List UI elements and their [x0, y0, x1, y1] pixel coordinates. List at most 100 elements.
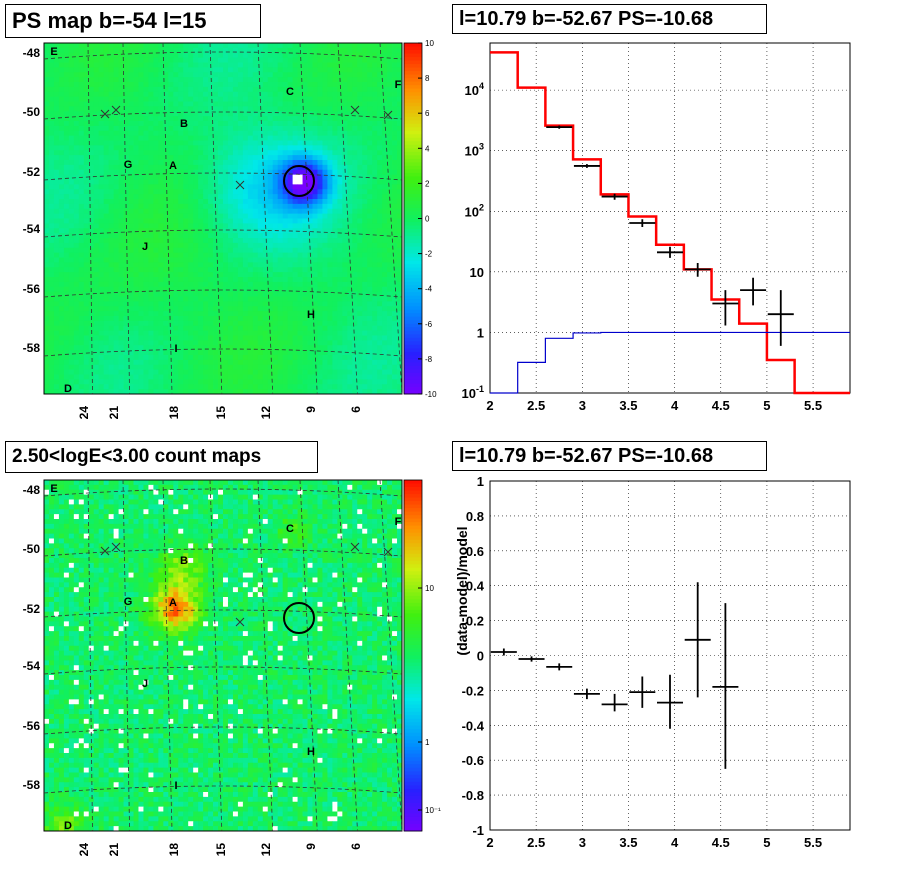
y-tick-label: 102 [465, 202, 484, 219]
x-tick-label: 5.5 [804, 835, 822, 850]
longitude-line [122, 42, 130, 395]
latitude-line [43, 289, 403, 298]
x-tick-label: 9 [304, 843, 318, 850]
y-tick-label: -58 [23, 341, 41, 355]
data-point [767, 290, 794, 346]
longitude-line [122, 479, 130, 832]
longitude-line [209, 42, 223, 395]
latitude-line [43, 548, 403, 557]
x-tick-label: 3.5 [619, 835, 637, 850]
y-tick-label: 0.8 [466, 509, 484, 524]
source-label-I: I [174, 780, 177, 792]
y-tick-label: -0.2 [462, 683, 484, 698]
longitude-line [299, 479, 318, 832]
colorbar-tick-label: -8 [425, 355, 433, 364]
plot-frame [489, 42, 851, 394]
x-tick-label: 12 [259, 843, 273, 857]
colorbar-tick-label: 2 [425, 179, 430, 188]
colorbar-tick-label: -10 [425, 390, 437, 399]
source-cross [111, 542, 121, 552]
histogram-series-0 [490, 51, 850, 395]
x-tick-label: 2.5 [527, 835, 545, 850]
y-tick-label: 1 [477, 474, 484, 489]
y-tick-label: 103 [465, 142, 484, 159]
longitude-line [162, 42, 173, 395]
colorbar-tick-label: 0 [425, 215, 430, 224]
source-cross [100, 546, 110, 556]
source-label-H: H [307, 309, 315, 321]
source-label-F: F [395, 516, 402, 528]
y-tick-label: -0.6 [462, 753, 484, 768]
x-tick-label: 2 [486, 835, 493, 850]
source-circle [283, 602, 315, 634]
x-tick-label: 12 [259, 406, 273, 420]
count-map-axes: -48 -50 -52 -54 -56 -58 24 21 18 15 12 9 6 [23, 483, 363, 856]
y-tick-label: 0.4 [466, 579, 485, 594]
colorbar-tick-label: -2 [425, 250, 433, 259]
data-point [657, 674, 683, 729]
latitude-line [43, 488, 403, 497]
source-label-G: G [124, 596, 133, 608]
source-label-E: E [50, 483, 57, 495]
x-tick-label: 18 [167, 406, 181, 420]
colorbar-frame [403, 479, 423, 832]
source-cross [235, 180, 245, 190]
data-point [712, 290, 739, 326]
x-tick-label: 3 [579, 835, 586, 850]
spectrum-panel: 2 2.5 3 3.5 4 4.5 5 5.5 10-1 1 10 102 103 104 [462, 42, 851, 413]
map-frame [43, 42, 403, 395]
x-tick-label: 9 [304, 406, 318, 413]
data-point [684, 582, 711, 698]
source-label-A: A [169, 160, 177, 172]
x-tick-label: 3 [579, 398, 586, 413]
source-label-E: E [50, 46, 57, 58]
x-tick-label: 24 [77, 406, 91, 420]
x-tick-label: 5.5 [804, 398, 822, 413]
x-tick-label: 15 [214, 406, 228, 420]
x-tick-label: 4 [671, 835, 679, 850]
source-cross [350, 105, 360, 115]
y-tick-label: -58 [23, 778, 41, 792]
ps-map-axes: -48 -50 -52 -54 -56 -58 24 21 18 15 12 9 6 [23, 46, 363, 419]
longitude-line [87, 479, 93, 832]
source-label-D: D [64, 383, 72, 395]
longitude-line [162, 479, 173, 832]
colorbar-tick-label: -6 [425, 320, 433, 329]
source-cross [383, 547, 393, 557]
source-label-B: B [180, 118, 188, 130]
latitude-line [43, 726, 403, 735]
x-tick-label: 5 [763, 398, 770, 413]
source-cross [100, 109, 110, 119]
y-tick-label: 10-1 [462, 384, 484, 401]
longitude-line [257, 479, 274, 832]
top-left-title: PS map b=-54 l=15 [5, 4, 261, 38]
y-tick-label: -48 [23, 46, 41, 60]
longitude-line [257, 42, 274, 395]
ps-map-labels: E F C B G A J H I D [50, 46, 401, 395]
x-tick-label: 4.5 [712, 835, 730, 850]
colorbar-tick-label: 1 [425, 738, 430, 747]
y-tick-label: 0.6 [466, 544, 484, 559]
y-tick-label: -1 [472, 823, 484, 838]
longitude-line [337, 479, 358, 832]
data-point [629, 219, 656, 228]
residual-panel: 2 2.5 3 3.5 4 4.5 5 5.5 1 0.8 0.6 0.4 0.2 0 -0.2 -0.4 -0… [454, 474, 851, 850]
data-point [546, 125, 573, 129]
colorbar-tick-label: 10⁻¹ [425, 806, 441, 815]
count-map-grid [43, 479, 403, 832]
colorbar-tick-label: 10 [425, 39, 434, 48]
y-tick-label: -52 [23, 602, 41, 616]
longitude-line [87, 42, 93, 395]
x-tick-label: 18 [167, 843, 181, 857]
count-map-labels: E F C B G A J H I D [50, 483, 401, 832]
latitude-line [43, 229, 403, 238]
y-tick-label: 0.2 [466, 614, 484, 629]
x-tick-label: 4.5 [712, 398, 730, 413]
data-point [573, 164, 600, 168]
y-tick-label: -56 [23, 719, 41, 733]
y-tick-label: -50 [23, 105, 41, 119]
count-map-heatmap [43, 479, 403, 832]
data-point [629, 676, 656, 708]
count-map-panel: E F C B G A J H I D 10 1 10⁻¹ -48 -50 -52 -54 -56 -58 24 2… [23, 479, 441, 856]
